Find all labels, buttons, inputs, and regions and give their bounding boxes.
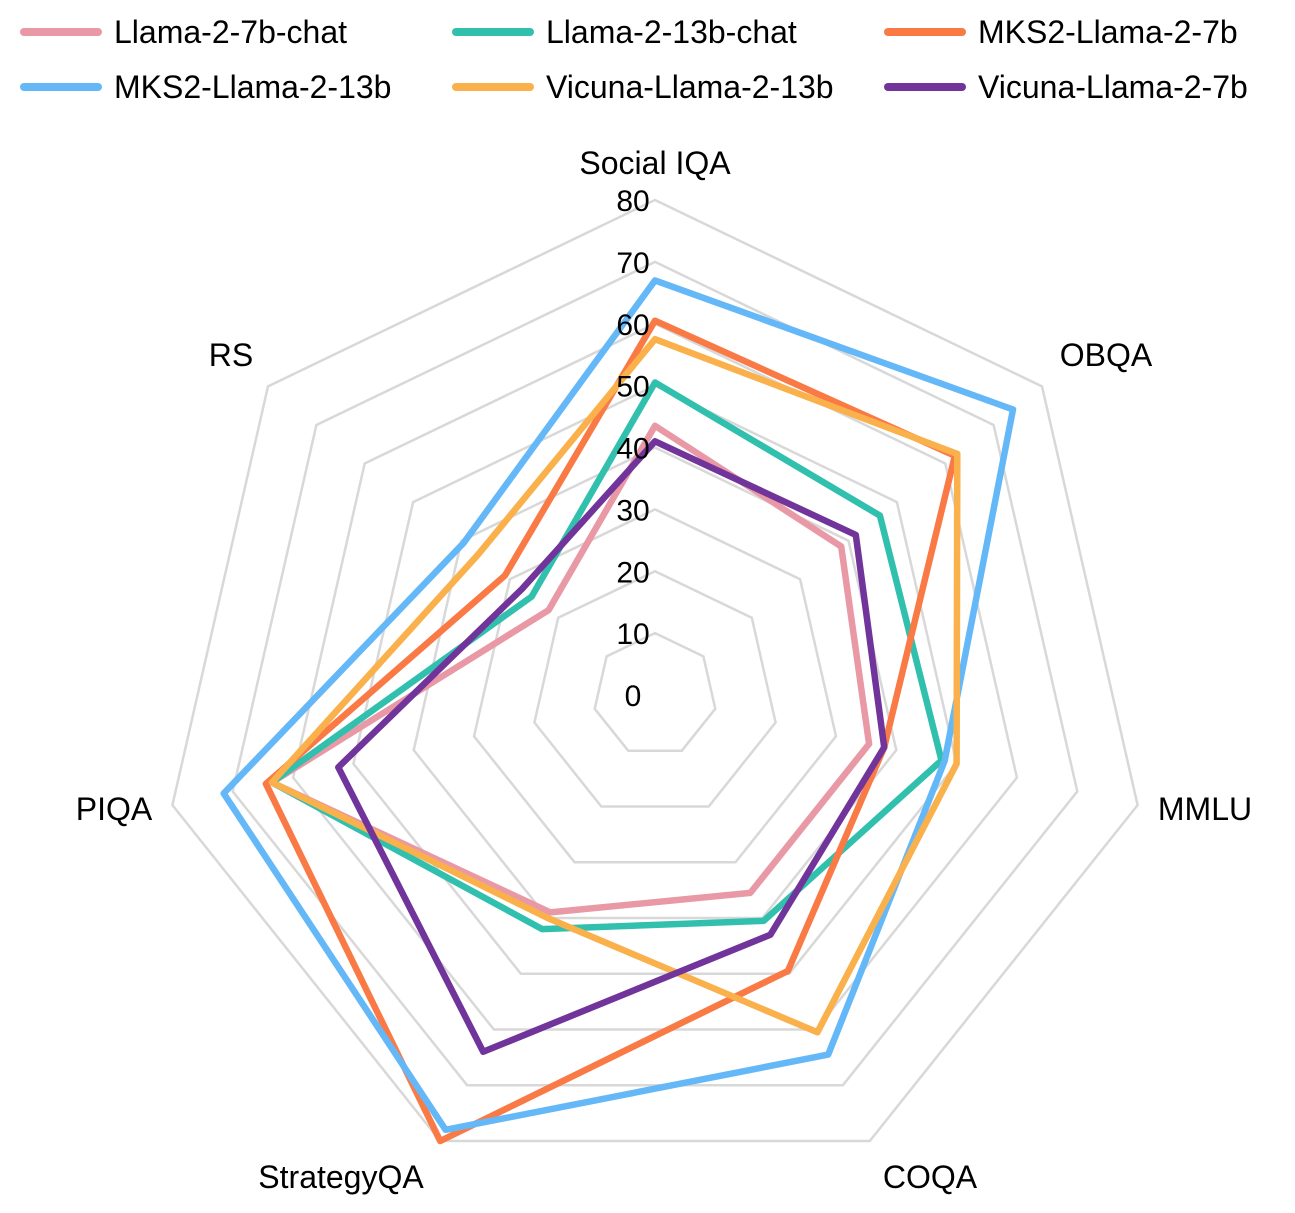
legend-swatch-mks2-llama-2-13b (20, 83, 102, 91)
tick-label-10: 10 (616, 618, 649, 651)
legend-swatch-vicuna-llama-2-7b (884, 83, 966, 91)
tick-label-30: 30 (616, 494, 649, 527)
legend-label-vicuna-llama-2-7b: Vicuna-Llama-2-7b (978, 69, 1248, 105)
legend-swatch-llama-2-13b-chat (452, 28, 534, 36)
tick-label-0: 0 (625, 680, 642, 713)
legend-item-vicuna-llama-2-13b: Vicuna-Llama-2-13b (452, 67, 834, 107)
legend-label-mks2-llama-2-7b: MKS2-Llama-2-7b (978, 14, 1238, 50)
grid-ring-80 (171, 198, 1139, 1143)
legend-item-mks2-llama-2-7b: MKS2-Llama-2-7b (884, 12, 1238, 52)
tick-label-60: 60 (616, 309, 649, 342)
radial-tick-labels: 0 10 20 30 40 50 60 70 80 (616, 185, 649, 713)
tick-label-50: 50 (616, 371, 649, 404)
legend-item-vicuna-llama-2-7b: Vicuna-Llama-2-7b (884, 67, 1248, 107)
legend-label-llama-2-7b-chat: Llama-2-7b-chat (114, 14, 347, 50)
grid-ring-50 (352, 384, 958, 975)
legend-swatch-vicuna-llama-2-13b (452, 83, 534, 91)
axis-label-coqa: COQA (883, 1159, 978, 1195)
grid-ring-40 (412, 446, 898, 920)
series-line-vicuna-llama-2-7b (335, 438, 888, 1056)
legend: Llama-2-7b-chat Llama-2-13b-chat MKS2-Llam… (0, 0, 1295, 120)
axis-label-social-iqa: Social IQA (579, 145, 731, 181)
series-line-llama-2-13b-chat (268, 379, 945, 933)
grid-ring-10 (593, 631, 717, 752)
axis-label-strategyqa: StrategyQA (258, 1159, 424, 1195)
axis-label-obqa: OBQA (1060, 337, 1153, 373)
axis-labels: Social IQA OBQA MMLU COQA StrategyQA PIQA RS (76, 145, 1252, 1195)
legend-swatch-mks2-llama-2-7b (884, 28, 966, 36)
legend-item-mks2-llama-2-13b: MKS2-Llama-2-13b (20, 67, 391, 107)
tick-label-40: 40 (616, 433, 649, 466)
legend-label-mks2-llama-2-13b: MKS2-Llama-2-13b (114, 69, 392, 105)
radar-series (220, 277, 1017, 1145)
legend-label-vicuna-llama-2-13b: Vicuna-Llama-2-13b (546, 69, 834, 105)
series-line-vicuna-llama-2-13b (268, 335, 961, 1036)
legend-label-llama-2-13b-chat: Llama-2-13b-chat (546, 14, 797, 50)
grid-ring-30 (472, 508, 838, 864)
grid-ring-20 (533, 569, 777, 808)
grid-ring-70 (231, 260, 1079, 1087)
tick-label-20: 20 (616, 556, 649, 589)
legend-item-llama-2-7b-chat: Llama-2-7b-chat (20, 12, 347, 52)
axis-label-piqa: PIQA (76, 791, 153, 827)
legend-swatch-llama-2-7b-chat (20, 28, 102, 36)
tick-label-70: 70 (616, 247, 649, 280)
legend-item-llama-2-13b-chat: Llama-2-13b-chat (452, 12, 797, 52)
axis-label-rs: RS (209, 337, 253, 373)
series-line-llama-2-7b-chat (268, 422, 873, 916)
series-line-mks2-llama-2-7b (262, 317, 959, 1145)
series-line-mks2-llama-2-13b (220, 277, 1017, 1134)
axis-label-mmlu: MMLU (1158, 791, 1252, 827)
tick-label-80: 80 (616, 185, 649, 218)
